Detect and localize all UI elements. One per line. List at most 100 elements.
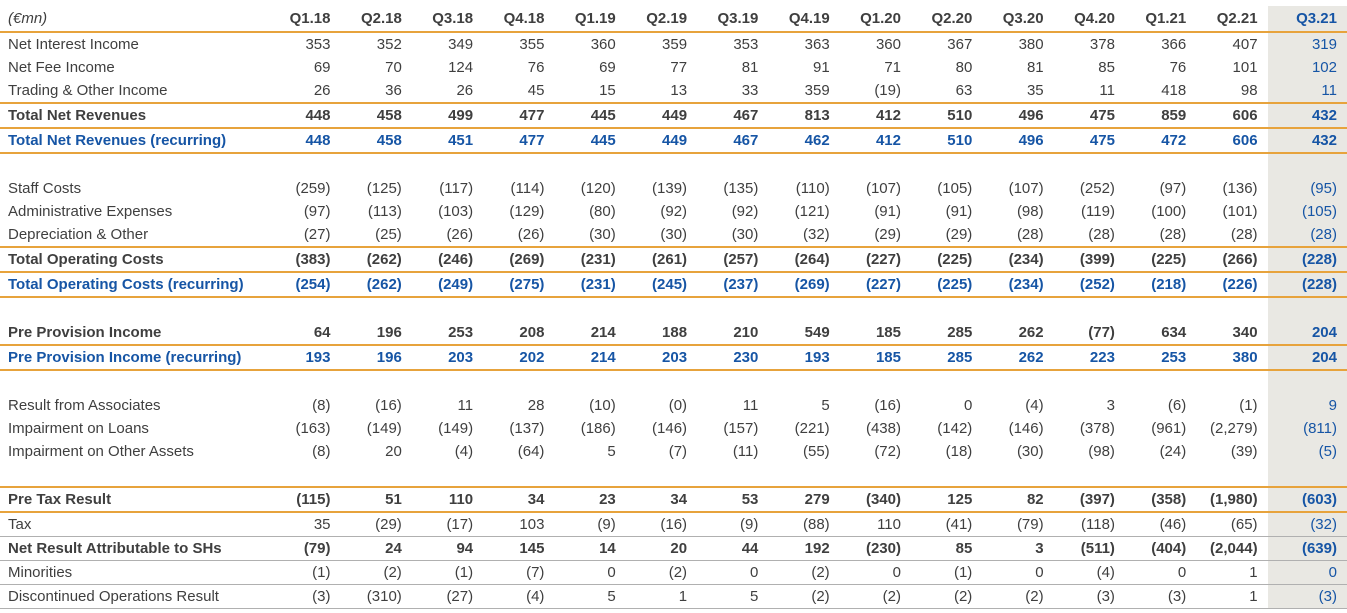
cell: (231) xyxy=(554,272,626,298)
cell: (227) xyxy=(839,246,911,273)
cell: (142) xyxy=(937,420,973,437)
cell: (237) xyxy=(697,272,769,298)
row-label: Impairment on Other Assets xyxy=(8,443,194,460)
cell: 203 xyxy=(411,345,484,371)
cell: (228) xyxy=(1267,246,1347,273)
cell: (28) xyxy=(1159,226,1187,243)
cell: (91) xyxy=(945,203,973,220)
cell: (16) xyxy=(874,397,901,414)
cell: 76 xyxy=(527,59,545,76)
cell: 51 xyxy=(340,486,412,513)
cell: (639) xyxy=(1267,536,1347,561)
cell: 499 xyxy=(411,102,484,129)
column-header-q4-20: Q4.20 xyxy=(1053,6,1125,33)
cell: (46) xyxy=(1124,512,1197,537)
cell: 366 xyxy=(1161,36,1187,53)
cell: 253 xyxy=(1124,345,1197,371)
cell: (103) xyxy=(438,203,474,220)
cell: 319 xyxy=(1267,32,1347,56)
column-header-q1-19: Q1.19 xyxy=(554,6,626,33)
cell: (26) xyxy=(517,226,545,243)
cell: (252) xyxy=(1079,180,1115,197)
column-header-q1-21: Q1.21 xyxy=(1124,6,1197,33)
cell: (225) xyxy=(911,272,983,298)
cell: 81 xyxy=(1026,59,1044,76)
unit-label: (€mn) xyxy=(0,6,270,33)
cell: 98 xyxy=(1240,82,1258,99)
cell: 11 xyxy=(1099,82,1115,99)
cell: 196 xyxy=(340,321,412,346)
cell: 859 xyxy=(1124,102,1197,129)
row-label: Administrative Expenses xyxy=(8,203,173,220)
cell: (79) xyxy=(982,512,1054,537)
cell: (438) xyxy=(865,420,901,437)
cell: (5) xyxy=(1267,440,1347,463)
cell: 9 xyxy=(1267,394,1347,417)
cell: 279 xyxy=(768,486,840,513)
cell: (55) xyxy=(803,443,830,460)
table-row: Depreciation & Other (27) (25) (26) (26) (30)… xyxy=(0,223,1347,247)
column-header-q1-20: Q1.20 xyxy=(839,6,911,33)
cell: 360 xyxy=(875,36,901,53)
cell: 634 xyxy=(1124,321,1197,346)
cell: 380 xyxy=(1196,345,1268,371)
cell: 412 xyxy=(839,128,911,154)
cell: 69 xyxy=(313,59,331,76)
cell: (4) xyxy=(1025,397,1044,414)
table-row: Pre Tax Result (115) 51 110 34 23 34 53 279 (340)… xyxy=(0,486,1347,513)
cell: (95) xyxy=(1267,177,1347,200)
cell: (264) xyxy=(768,246,840,273)
cell: 82 xyxy=(982,486,1054,513)
cell: (4) xyxy=(483,584,555,609)
cell: (136) xyxy=(1222,180,1258,197)
cell: (8) xyxy=(312,397,331,414)
cell: (404) xyxy=(1124,536,1197,561)
cell: (252) xyxy=(1053,272,1125,298)
cell: 77 xyxy=(670,59,688,76)
cell: (30) xyxy=(1016,443,1044,460)
cell: (2) xyxy=(911,584,983,609)
cell: 210 xyxy=(697,321,769,346)
spacer-cell xyxy=(269,153,1267,177)
column-header-q3-19: Q3.19 xyxy=(697,6,769,33)
row-label: Net Fee Income xyxy=(8,59,115,76)
spacer-cell xyxy=(1267,297,1347,321)
section-spacer xyxy=(0,297,1347,321)
cell: 432 xyxy=(1267,128,1347,154)
cell: 125 xyxy=(911,486,983,513)
cell: 407 xyxy=(1232,36,1258,53)
row-label: Tax xyxy=(0,512,270,537)
cell: (27) xyxy=(411,584,484,609)
cell: (186) xyxy=(580,420,616,437)
cell: (149) xyxy=(438,420,474,437)
cell: (811) xyxy=(1267,417,1347,440)
cell: 202 xyxy=(483,345,555,371)
cell: 418 xyxy=(1161,82,1187,99)
cell: (149) xyxy=(366,420,402,437)
table-row: Net Result Attributable to SHs (79) 24 94 14… xyxy=(0,536,1347,561)
table-row: Pre Provision Income (recurring) 193 196 20… xyxy=(0,345,1347,371)
cell: (3) xyxy=(1053,584,1125,609)
cell: (511) xyxy=(1053,536,1125,561)
cell: (1) xyxy=(269,560,341,585)
cell: 20 xyxy=(625,536,698,561)
cell: 475 xyxy=(1053,102,1125,129)
cell: (29) xyxy=(874,226,901,243)
cell: (26) xyxy=(446,226,474,243)
cell: (113) xyxy=(367,203,402,220)
cell: 380 xyxy=(1018,36,1044,53)
row-label: Net Interest Income xyxy=(8,36,139,53)
cell: (8) xyxy=(312,443,331,460)
cell: 359 xyxy=(804,82,830,99)
cell: (137) xyxy=(509,420,545,437)
row-label: Discontinued Operations Result xyxy=(0,584,270,609)
cell: 23 xyxy=(554,486,626,513)
cell: (397) xyxy=(1053,486,1125,513)
table-row: Minorities (1) (2) (1) (7) 0 (2) 0 (2) 0 (1) 0 (4) 0 1… xyxy=(0,560,1347,585)
cell: (101) xyxy=(1222,203,1258,220)
cell: 5 xyxy=(821,397,830,414)
cell: 103 xyxy=(483,512,555,537)
cell: (97) xyxy=(303,203,331,220)
cell: 76 xyxy=(1169,59,1187,76)
cell: (16) xyxy=(625,512,698,537)
